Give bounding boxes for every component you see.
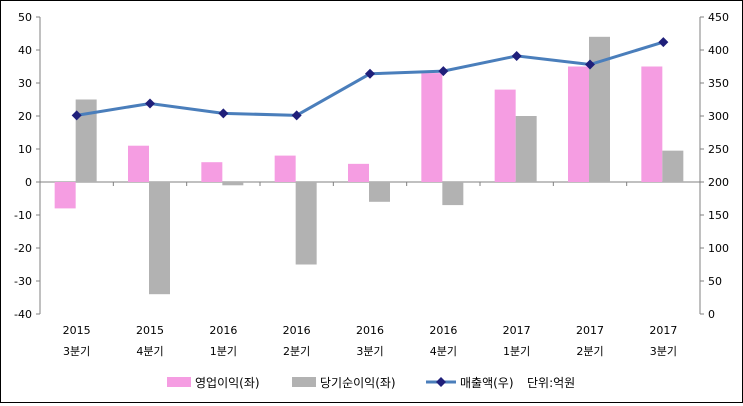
legend-label-net-income: 당기순이익(좌) [320, 376, 396, 390]
category-quarter-label: 2분기 [283, 345, 310, 358]
revenue-marker [291, 110, 302, 121]
net-income-bar [515, 116, 537, 182]
net-income-bar [149, 182, 170, 295]
operating-profit-bar [348, 163, 369, 182]
operating-profit-bar [274, 155, 296, 182]
revenue-marker [658, 37, 669, 48]
category-quarter-label: 1분기 [210, 345, 237, 358]
left-tick-label: 20 [18, 110, 32, 123]
category-quarter-label: 1분기 [503, 345, 530, 358]
revenue-marker [438, 66, 449, 77]
right-tick-label: 450 [708, 11, 729, 24]
legend-swatch-operating-profit [167, 377, 191, 387]
right-tick-label: 250 [708, 143, 729, 156]
category-quarter-label: 3분기 [650, 345, 677, 358]
right-tick-label: 50 [708, 275, 722, 288]
right-tick-label: 0 [708, 308, 715, 321]
net-income-bar [222, 182, 244, 186]
legend-label-revenue: 매출액(우) [460, 376, 514, 390]
left-tick-label: 50 [18, 11, 32, 24]
revenue-marker [511, 50, 522, 61]
category-year-label: 2016 [429, 324, 457, 337]
left-tick-label: -30 [14, 275, 32, 288]
revenue-marker [585, 59, 595, 70]
operating-profit-bar [641, 66, 663, 182]
net-income-bar [295, 182, 317, 265]
category-quarter-label: 2분기 [576, 345, 603, 358]
right-tick-label: 150 [708, 209, 729, 222]
category-year-label: 2017 [503, 324, 531, 337]
net-income-bar [589, 36, 610, 182]
left-tick-label: -20 [14, 242, 32, 255]
operating-profit-bar [201, 162, 223, 182]
net-income-bar [442, 182, 464, 206]
category-year-label: 2016 [209, 324, 237, 337]
left-tick-label: 40 [18, 44, 32, 57]
legend-label-operating-profit: 영업이익(좌) [195, 376, 260, 390]
operating-profit-bar [568, 66, 589, 182]
operating-profit-bar [128, 145, 149, 182]
category-year-label: 2015 [63, 324, 91, 337]
unit-note: 단위:억원 [527, 376, 575, 390]
right-tick-label: 100 [708, 242, 729, 255]
revenue-marker [71, 110, 82, 121]
right-tick-label: 400 [708, 44, 729, 57]
operating-profit-bar [54, 182, 76, 209]
category-quarter-label: 3분기 [63, 345, 90, 358]
operating-profit-bar [494, 89, 516, 182]
left-tick-label: 0 [25, 176, 32, 189]
revenue-marker [145, 98, 155, 109]
category-quarter-label: 4분기 [430, 345, 457, 358]
revenue-marker [218, 108, 229, 119]
operating-profit-bar [421, 73, 443, 182]
category-quarter-label: 4분기 [136, 345, 163, 358]
revenue-marker [365, 68, 375, 79]
category-year-label: 2016 [283, 324, 311, 337]
right-tick-label: 300 [708, 110, 729, 123]
left-tick-label: -40 [14, 308, 32, 321]
category-quarter-label: 3분기 [356, 345, 383, 358]
legend-swatch-revenue-marker [436, 377, 446, 387]
net-income-bar [369, 182, 390, 202]
category-year-label: 2016 [356, 324, 384, 337]
right-tick-label: 200 [708, 176, 729, 189]
left-tick-label: 10 [18, 143, 32, 156]
right-tick-label: 350 [708, 77, 729, 90]
left-tick-label: -10 [14, 209, 32, 222]
net-income-bar [662, 150, 684, 182]
category-year-label: 2017 [576, 324, 604, 337]
net-income-bar [75, 99, 97, 182]
category-year-label: 2017 [649, 324, 677, 337]
legend-swatch-net-income [292, 377, 316, 387]
left-tick-label: 30 [18, 77, 32, 90]
category-year-label: 2015 [136, 324, 164, 337]
